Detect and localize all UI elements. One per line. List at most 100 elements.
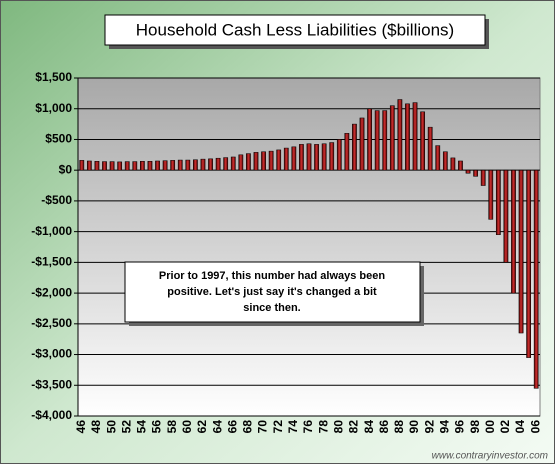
bar — [208, 158, 213, 171]
plot-area — [77, 77, 541, 417]
bar — [382, 110, 388, 171]
bar — [253, 152, 259, 171]
source: www.contraryinvestor.com — [432, 451, 548, 462]
x-tick-label: 00 — [483, 420, 497, 434]
x-tick-label: 56 — [150, 420, 164, 434]
x-tick-label: 46 — [74, 420, 88, 434]
x-tick-label: 80 — [331, 420, 345, 434]
bar — [283, 147, 289, 171]
x-tick-label: 66 — [225, 420, 239, 434]
bar — [86, 160, 92, 171]
bar — [503, 169, 509, 263]
bar — [367, 108, 372, 171]
bar — [230, 156, 236, 171]
x-tick-label: 84 — [362, 420, 376, 434]
bar — [518, 169, 524, 334]
x-tick-label: 72 — [271, 420, 285, 434]
x-tick-label: 60 — [180, 420, 194, 434]
bar — [495, 169, 501, 235]
bar — [359, 117, 365, 171]
bar — [533, 169, 539, 389]
x-tick-label: 82 — [347, 420, 361, 434]
bar — [200, 158, 206, 171]
bar — [352, 123, 357, 171]
title-box — [104, 14, 486, 46]
x-tick-label: 90 — [407, 420, 421, 434]
bar — [170, 160, 176, 171]
bar — [223, 157, 229, 171]
bar — [336, 139, 342, 171]
annotation: Prior to 1997, this number had always be… — [159, 270, 385, 282]
bar — [435, 145, 441, 171]
x-tick-label: 64 — [210, 420, 224, 434]
annotation: since then. — [243, 302, 300, 314]
y-tick-label: -$4,000 — [31, 408, 72, 422]
bar — [102, 161, 107, 171]
x-tick-label: 48 — [89, 420, 103, 434]
x-tick-label: 02 — [498, 420, 512, 434]
bar — [329, 142, 335, 171]
bar — [291, 146, 297, 171]
bar — [238, 154, 244, 171]
y-tick-label: $1,500 — [35, 70, 72, 84]
bar — [177, 159, 183, 171]
bar — [268, 150, 274, 171]
x-tick-label: 06 — [528, 420, 542, 434]
bar — [124, 161, 130, 171]
bar — [420, 111, 425, 171]
x-tick-label: 78 — [316, 420, 330, 434]
x-tick-label: 54 — [135, 420, 149, 434]
bar — [261, 151, 266, 171]
y-tick-label: -$1,000 — [31, 224, 72, 238]
bar — [427, 126, 433, 171]
bar — [473, 169, 478, 177]
x-tick-label: 68 — [241, 420, 255, 434]
bar — [450, 157, 456, 171]
bar — [185, 159, 191, 171]
bar — [442, 151, 448, 171]
bar — [109, 161, 115, 171]
x-tick-label: 70 — [256, 420, 270, 434]
bar — [147, 161, 153, 171]
x-tick-label: 52 — [119, 420, 133, 434]
bar — [458, 160, 463, 171]
bar — [299, 144, 304, 171]
bar — [321, 143, 327, 171]
bar — [306, 143, 312, 171]
bar — [132, 161, 138, 171]
y-tick-label: -$2,500 — [31, 316, 72, 330]
chart-title: Household Cash Less Liabilities ($billio… — [136, 20, 454, 39]
x-tick-label: 58 — [165, 420, 179, 434]
bar — [140, 161, 145, 171]
bar — [374, 110, 380, 171]
y-tick-label: -$500 — [41, 193, 72, 207]
x-tick-label: 50 — [104, 420, 118, 434]
y-tick-label: -$3,000 — [31, 347, 72, 361]
bar — [344, 133, 350, 171]
x-tick-label: 98 — [468, 420, 482, 434]
bar — [246, 153, 251, 171]
y-tick-label: $500 — [45, 132, 72, 146]
bar — [405, 103, 410, 171]
bar — [117, 161, 123, 171]
x-tick-label: 96 — [453, 420, 467, 434]
bar — [397, 99, 403, 171]
x-tick-label: 04 — [513, 420, 527, 434]
bar — [480, 169, 486, 186]
bar — [465, 169, 471, 174]
bar — [276, 149, 282, 171]
bar — [215, 157, 221, 171]
bar — [389, 105, 395, 171]
x-tick-label: 94 — [437, 420, 451, 434]
x-tick-label: 92 — [422, 420, 436, 434]
bar — [162, 160, 168, 171]
x-tick-label: 76 — [301, 420, 315, 434]
y-tick-label: -$3,500 — [31, 377, 72, 391]
bar — [526, 169, 532, 358]
bar — [155, 160, 160, 171]
bar — [488, 169, 494, 220]
y-tick-label: $0 — [59, 162, 73, 176]
bar — [79, 160, 85, 171]
annotation-box — [124, 261, 421, 323]
